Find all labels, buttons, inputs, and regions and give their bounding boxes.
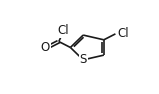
Text: Cl: Cl xyxy=(57,24,69,37)
Text: S: S xyxy=(80,53,87,66)
Text: O: O xyxy=(41,41,50,54)
Text: Cl: Cl xyxy=(117,27,129,40)
